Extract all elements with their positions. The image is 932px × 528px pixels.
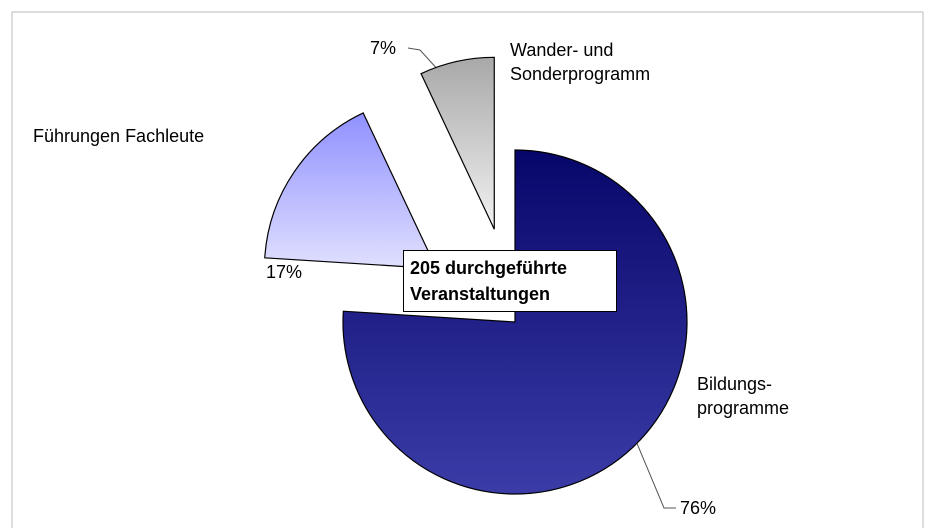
- pie-slice: [264, 112, 438, 270]
- annotation: 205 durchgeführte Veranstaltungen: [403, 250, 617, 312]
- value-label: 7%: [370, 38, 397, 58]
- pie-slice: [420, 56, 495, 230]
- slice-label: Wander- und Sonderprogramm: [510, 40, 651, 84]
- frame: [11, 11, 924, 528]
- value-label: 76%: [680, 498, 717, 518]
- value-label: 17%: [266, 262, 303, 282]
- leader-line: [627, 421, 676, 509]
- slice-label: Bildungs- programme: [697, 374, 790, 418]
- leader-line: [407, 47, 441, 73]
- slice-label: Führungen Fachleute: [33, 126, 205, 146]
- pie-slice: [342, 149, 688, 495]
